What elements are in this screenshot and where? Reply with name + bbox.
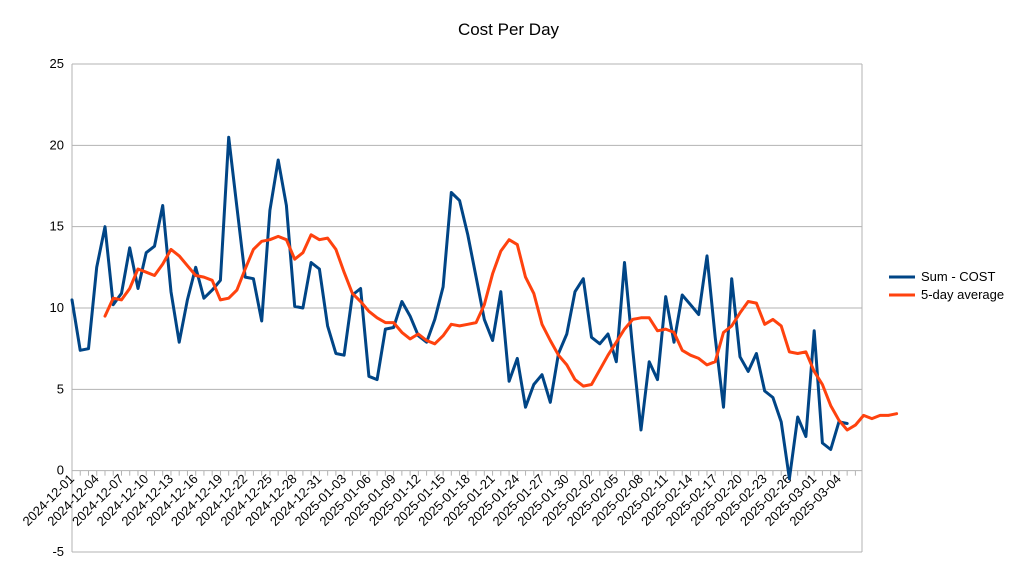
y-tick-label: -5 [52,544,64,559]
legend: Sum - COST 5-day average [889,269,1004,302]
series-line-5-day-average [103,233,899,432]
y-tick-label: 0 [57,463,64,478]
series-lines [70,135,899,481]
y-tick-label: 10 [50,300,64,315]
y-tick-label: 5 [57,381,64,396]
y-tick-label: 15 [50,219,64,234]
series-line-sum-cost [70,135,849,481]
y-tick-label: 25 [50,56,64,71]
chart-title: Cost Per Day [457,20,560,39]
y-tick-labels: -5 0 5 10 15 20 25 [50,56,64,559]
x-ticks: 2024-12-012024-12-042024-12-072024-12-10… [19,470,856,529]
legend-label: Sum - COST [921,269,995,284]
y-tick-label: 20 [50,137,64,152]
legend-label: 5-day average [921,287,1004,302]
